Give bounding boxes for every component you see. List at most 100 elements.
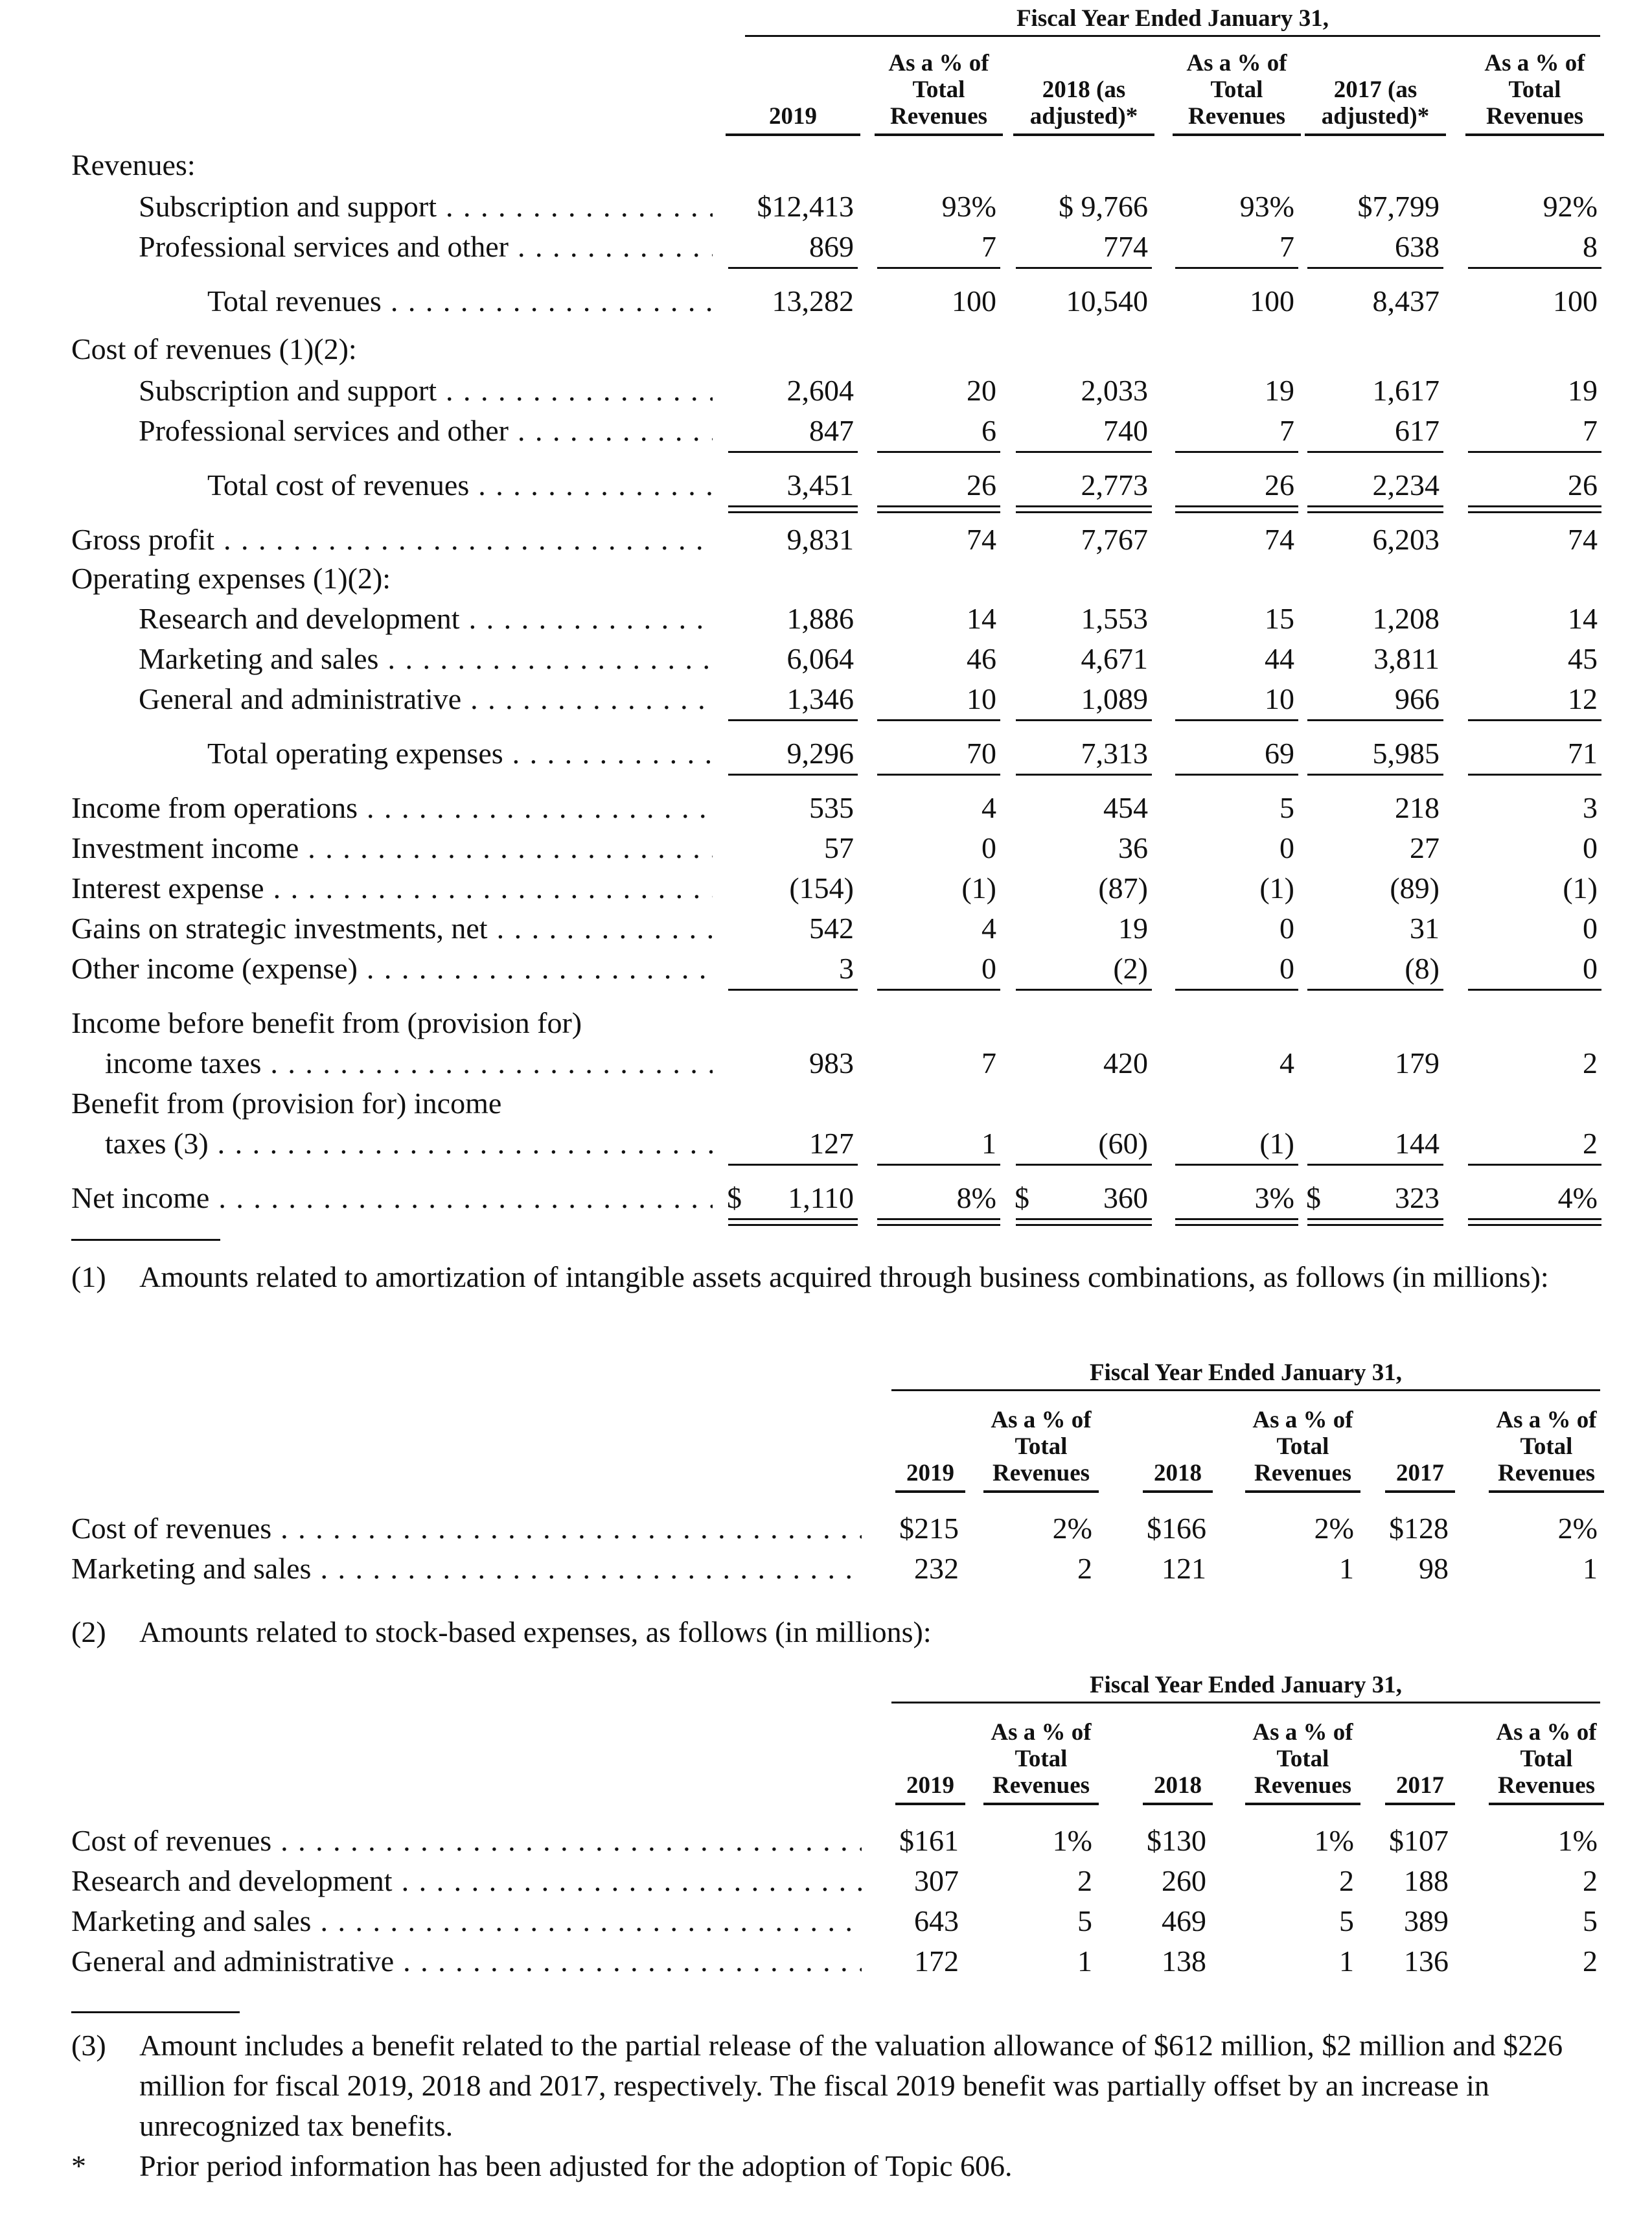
table-cell: (8) [1405, 952, 1440, 985]
row-label: Total revenues [207, 281, 713, 321]
table-row: Income from operations 535 4 454 5 218 3 [0, 788, 1652, 828]
table-row: Gross profit 9,831 74 7,767 74 6,203 74 [0, 520, 1652, 560]
rule-line [1307, 267, 1443, 269]
table-cell: 7,767 [1081, 523, 1149, 556]
row-label: Other income (expense) [71, 949, 713, 989]
row-label: Research and development [139, 599, 713, 639]
table-cell: 469 [1162, 1904, 1206, 1937]
table-cell: 6,203 [1372, 523, 1440, 556]
rule-line [891, 1702, 1600, 1703]
rule-line [1468, 1218, 1601, 1220]
row-label: Professional services and other [139, 411, 713, 451]
table-group-header: Fiscal Year Ended January 31, [1016, 5, 1329, 32]
rule-line [877, 719, 1000, 721]
table-cell: 0 [1583, 831, 1598, 864]
table-cell: 26 [1568, 468, 1598, 502]
rule-line [728, 989, 858, 991]
table-cell: 100 [952, 284, 996, 318]
section-heading: Cost of revenues (1)(2): [71, 332, 357, 365]
column-header: 2018 [1154, 1772, 1202, 1799]
table-cell: 71 [1568, 737, 1598, 770]
table-cell: 2 [1583, 1945, 1598, 1978]
table-cell: 0 [1583, 952, 1598, 985]
rule-line [1307, 774, 1443, 776]
rule-line [1468, 267, 1601, 269]
row-label: Professional services and other [139, 227, 713, 267]
row-label: Gains on strategic investments, net [71, 908, 713, 949]
table-cell: $7,799 [1357, 190, 1440, 223]
rule-line [1016, 774, 1152, 776]
rule-line [1468, 505, 1601, 507]
table-cell: 3 [1583, 791, 1598, 824]
table-cell: (1) [961, 872, 996, 905]
table-cell: 8 [1583, 230, 1598, 263]
table-cell: 643 [914, 1904, 959, 1937]
table-cell: 19 [1568, 374, 1598, 407]
table-cell: 127 [809, 1127, 854, 1160]
table-cell: 19 [1265, 374, 1294, 407]
rule-line [1175, 774, 1298, 776]
rule-line [877, 1224, 1000, 1226]
table-cell: (89) [1390, 872, 1440, 905]
table-cell: 983 [809, 1046, 854, 1080]
rule-line [1016, 719, 1152, 721]
table-cell: 2 [1583, 1127, 1598, 1160]
table-cell: 14 [967, 602, 996, 635]
table-cell: 45 [1568, 642, 1598, 675]
table-cell: 1 [981, 1127, 996, 1160]
column-header: As a % of Total Revenues [1484, 50, 1585, 130]
rule-line [877, 267, 1000, 269]
table-cell: 0 [1279, 952, 1294, 985]
table-cell: 15 [1265, 602, 1294, 635]
currency-symbol: $ [1015, 1181, 1029, 1214]
table-cell: 323 [1395, 1181, 1440, 1214]
table-cell: 9,831 [786, 523, 855, 556]
rule-line [895, 1803, 965, 1805]
table-cell: 5 [1583, 1904, 1598, 1937]
table-row: Subscription and support $12,413 93% $ 9,76… [0, 187, 1652, 227]
table-cell: $161 [899, 1824, 959, 1857]
rule-line [728, 267, 858, 269]
table-cell: 7 [981, 230, 996, 263]
table-cell: 2 [1339, 1864, 1354, 1897]
rule-line [1468, 774, 1601, 776]
table-cell: 1,346 [786, 682, 855, 715]
table-row: Marketing and sales 232 2 121 1 98 1 [0, 1549, 1652, 1589]
rule-line [1468, 719, 1601, 721]
rule-line [1307, 505, 1443, 507]
table-cell: 8,437 [1372, 284, 1440, 318]
rule-line [877, 451, 1000, 453]
rule-line [1307, 719, 1443, 721]
table-cell: 10 [1265, 682, 1294, 715]
rule-line [1245, 1490, 1360, 1493]
footnote-text: Amounts related to amortization of intan… [139, 1260, 1549, 1293]
rule-line [983, 1803, 1099, 1805]
table-cell: 3% [1254, 1181, 1294, 1214]
table-cell: 7 [1279, 230, 1294, 263]
row-label: Cost of revenues [71, 1821, 862, 1861]
row-label-line1: Income before benefit from (provision fo… [71, 1006, 582, 1039]
table-cell: 617 [1395, 414, 1440, 447]
table-cell: 4 [981, 912, 996, 945]
table-cell: 1 [1339, 1552, 1354, 1585]
table-cell: $107 [1389, 1824, 1449, 1857]
table-cell: 1,110 [788, 1181, 854, 1214]
rule-line [726, 133, 860, 136]
rule-line [1016, 451, 1152, 453]
table-cell: 100 [1250, 284, 1294, 318]
table-row: taxes (3) 127 1 (60) (1) 144 2 [0, 1124, 1652, 1164]
table-cell: 144 [1395, 1127, 1440, 1160]
table-cell: $166 [1147, 1512, 1206, 1545]
table-cell: 0 [981, 831, 996, 864]
table-row: Professional services and other 847 6 740 7 6… [0, 411, 1652, 451]
table-cell: 74 [967, 523, 996, 556]
column-header: As a % of Total Revenues [888, 50, 989, 130]
rule-line [1307, 451, 1443, 453]
table-cell: 10 [967, 682, 996, 715]
table-cell: 389 [1404, 1904, 1449, 1937]
row-label: Interest expense [71, 868, 713, 908]
table-row: Total cost of revenues 3,451 26 2,773 26 2,23… [0, 465, 1652, 505]
table-cell: 740 [1103, 414, 1148, 447]
table-cell: 7 [1279, 414, 1294, 447]
column-header: As a % of Total Revenues [1252, 1719, 1353, 1799]
